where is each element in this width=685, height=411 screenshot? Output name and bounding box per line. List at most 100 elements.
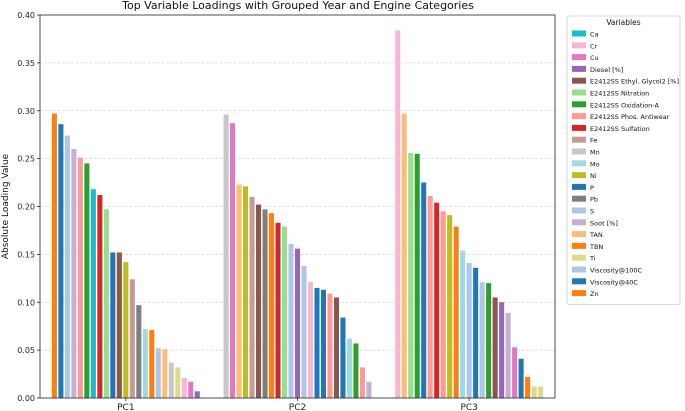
bar-pc3-15 bbox=[492, 297, 498, 398]
bar-pc1-2 bbox=[64, 135, 70, 398]
legend-label: Soot [%] bbox=[590, 219, 618, 227]
bar-pc1-3 bbox=[71, 149, 77, 398]
bar-pc2-6 bbox=[262, 209, 268, 398]
bar-pc3-12 bbox=[473, 267, 479, 398]
legend-swatch bbox=[572, 89, 586, 96]
bar-pc3-17 bbox=[505, 312, 511, 398]
bar-pc2-13 bbox=[307, 282, 314, 398]
legend-swatch bbox=[572, 77, 586, 84]
bar-pc3-18 bbox=[512, 347, 518, 398]
legend-label: Cu bbox=[590, 54, 599, 62]
bar-pc3-19 bbox=[518, 358, 524, 398]
bar-pc1-19 bbox=[175, 367, 181, 398]
legend-swatch bbox=[572, 231, 586, 238]
legend-swatch bbox=[572, 219, 586, 226]
bar-pc1-13 bbox=[136, 305, 142, 398]
bar-pc2-21 bbox=[359, 367, 365, 398]
legend-swatch bbox=[572, 65, 586, 72]
bar-pc3-20 bbox=[525, 376, 531, 398]
legend-label: Viscosity@40C bbox=[590, 278, 638, 286]
legend-swatch bbox=[572, 160, 586, 167]
bar-pc2-8 bbox=[275, 222, 281, 398]
y-tick-label: 0.20 bbox=[17, 203, 35, 212]
y-tick-label: 0.40 bbox=[17, 11, 35, 20]
legend-swatch bbox=[572, 54, 586, 61]
legend-label: TBN bbox=[589, 243, 603, 251]
legend-swatch bbox=[572, 254, 586, 261]
bar-pc1-20 bbox=[181, 377, 187, 398]
bar-pc3-22 bbox=[538, 386, 544, 398]
legend-swatch bbox=[572, 172, 586, 179]
bar-pc1-6 bbox=[90, 189, 96, 398]
bar-pc1-7 bbox=[97, 195, 103, 398]
bar-pc3-4 bbox=[421, 182, 427, 398]
bar-pc3-8 bbox=[447, 215, 453, 398]
legend-label: E2412SS Ethyl. Glycol2 [%] bbox=[590, 78, 679, 86]
y-tick-label: 0.35 bbox=[17, 59, 35, 68]
bar-pc3-5 bbox=[427, 195, 433, 398]
bar-pc2-10 bbox=[288, 243, 294, 398]
legend-swatch bbox=[572, 266, 586, 273]
x-tick-label: PC1 bbox=[117, 403, 134, 411]
bar-pc3-1 bbox=[401, 113, 407, 399]
bar-pc3-13 bbox=[479, 282, 485, 398]
bar-pc2-4 bbox=[249, 196, 255, 398]
bar-pc1-0 bbox=[51, 113, 57, 399]
legend-swatch bbox=[572, 290, 586, 297]
bar-pc1-4 bbox=[77, 157, 83, 398]
bar-pc1-1 bbox=[58, 124, 64, 398]
bar-pc3-0 bbox=[395, 30, 401, 398]
bar-pc3-14 bbox=[486, 283, 492, 398]
bar-pc2-7 bbox=[268, 213, 275, 398]
bar-pc2-20 bbox=[353, 343, 359, 398]
x-tick-label: PC3 bbox=[460, 403, 477, 411]
bar-pc1-16 bbox=[155, 348, 161, 398]
bar-pc1-9 bbox=[110, 252, 116, 398]
legend-label: Viscosity@100C bbox=[590, 267, 643, 275]
legend-label: E2412SS Oxidation-A bbox=[590, 101, 659, 109]
legend-swatch bbox=[572, 124, 586, 131]
bar-pc1-10 bbox=[116, 252, 122, 398]
legend-label: Pb bbox=[590, 196, 598, 204]
y-tick-label: 0.10 bbox=[17, 298, 35, 307]
bar-pc1-14 bbox=[142, 329, 148, 398]
bar-pc2-0 bbox=[223, 114, 229, 398]
bar-pc2-17 bbox=[333, 297, 339, 398]
y-tick-label: 0.05 bbox=[17, 346, 35, 355]
bar-pc1-15 bbox=[149, 330, 155, 398]
bar-pc3-11 bbox=[466, 262, 472, 398]
legend-label: Ni bbox=[590, 172, 597, 180]
axes: 0.00 0.05 0.10 0.15 0.20 0.25 0.30 0.35 0.40 PC1 P… bbox=[17, 11, 478, 411]
legend-label: TAN bbox=[589, 231, 603, 239]
legend-label: P bbox=[590, 184, 594, 192]
legend-label: Diesel [%] bbox=[590, 66, 623, 74]
bar-pc1-8 bbox=[103, 209, 109, 398]
x-tick-label: PC2 bbox=[289, 403, 306, 411]
legend-label: E2412SS Phos. Antiwear bbox=[590, 113, 670, 121]
bars bbox=[51, 30, 544, 399]
legend-label: Ti bbox=[589, 255, 596, 263]
bar-pc3-2 bbox=[408, 152, 414, 398]
bar-pc1-5 bbox=[84, 163, 90, 398]
legend-label: Fe bbox=[590, 137, 597, 145]
bar-pc1-17 bbox=[162, 349, 168, 398]
legend-swatch bbox=[572, 183, 586, 190]
legend-swatch bbox=[572, 101, 586, 108]
legend-swatch bbox=[572, 30, 586, 37]
bar-pc2-1 bbox=[230, 123, 236, 398]
bar-pc2-16 bbox=[327, 293, 333, 398]
bar-pc3-6 bbox=[434, 202, 440, 398]
bar-pc2-3 bbox=[243, 186, 249, 398]
legend-label: Mn bbox=[590, 149, 600, 157]
y-tick-label: 0.25 bbox=[17, 155, 35, 164]
legend-label: E2412SS Nitration bbox=[590, 90, 649, 98]
bar-pc2-22 bbox=[366, 381, 372, 398]
bar-pc3-10 bbox=[460, 250, 466, 398]
legend-swatch bbox=[572, 148, 586, 155]
bar-pc2-5 bbox=[256, 204, 262, 398]
y-tick-label: 0.15 bbox=[17, 250, 35, 259]
legend-swatch bbox=[572, 136, 586, 143]
bar-pc3-3 bbox=[414, 153, 420, 398]
legend: Variables Ca Cr Cu Diesel [%] E2412SS Ethyl.… bbox=[566, 15, 681, 305]
